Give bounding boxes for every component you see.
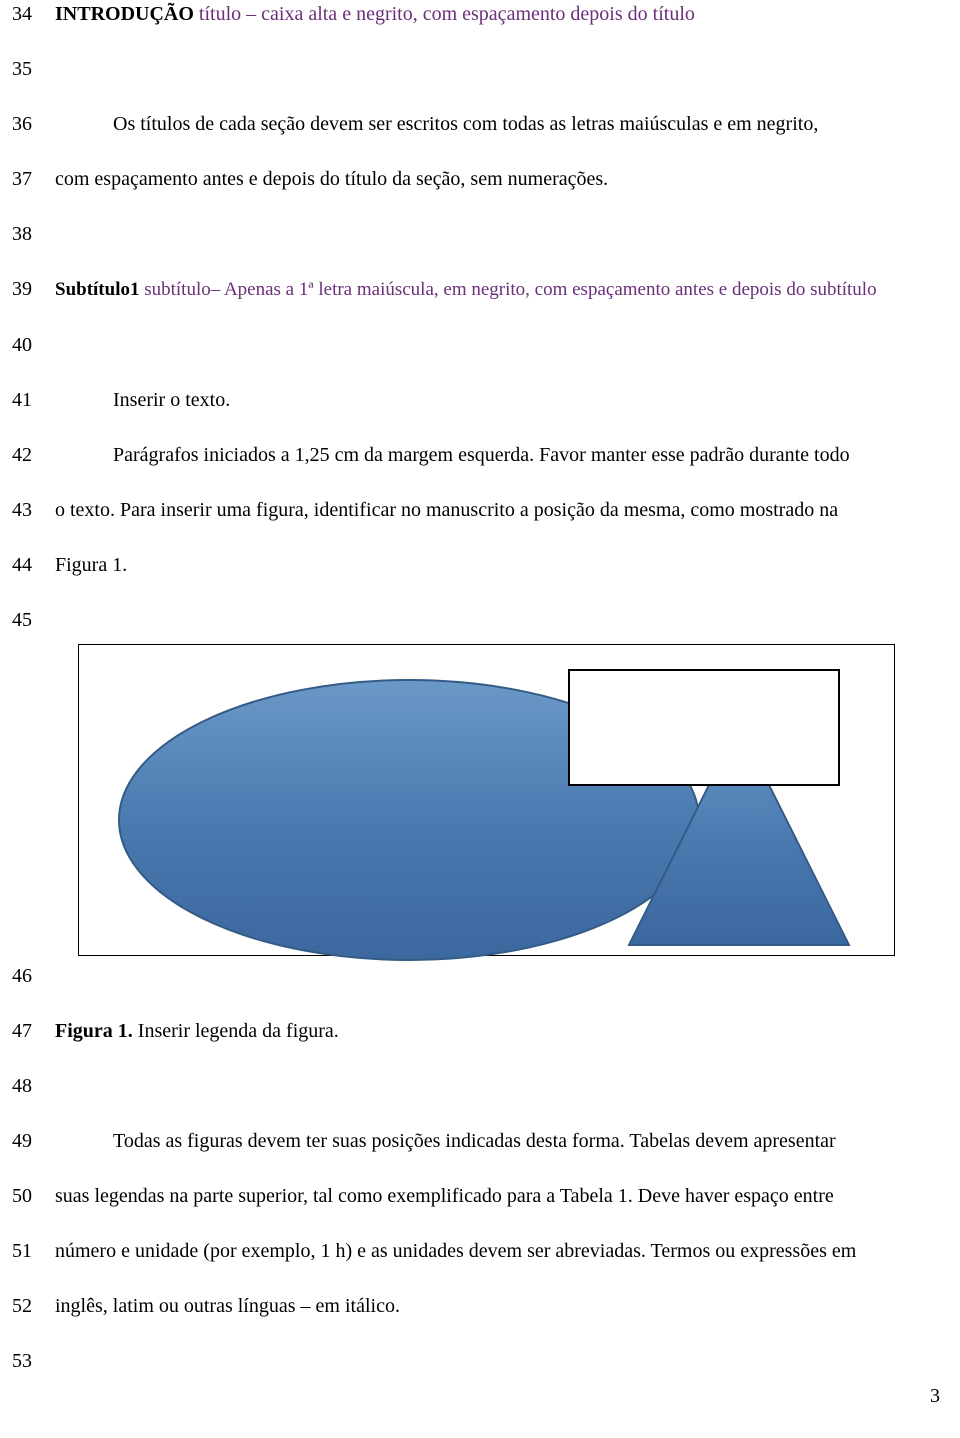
figure-frame (78, 644, 895, 956)
line-number: 40 (0, 331, 55, 359)
line-number: 38 (0, 220, 55, 248)
line-number: 44 (0, 551, 55, 579)
line-content: INTRODUÇÃO título – caixa alta e negrito… (55, 0, 960, 28)
line-content: Todas as figuras devem ter suas posições… (55, 1127, 960, 1155)
line-49: 49 Todas as figuras devem ter suas posiç… (0, 1127, 960, 1155)
figure-svg (79, 645, 894, 965)
line-48: 48 (0, 1072, 960, 1100)
line-number: 37 (0, 165, 55, 193)
line-52: 52 inglês, latim ou outras línguas – em … (0, 1292, 960, 1320)
line-42: 42 Parágrafos iniciados a 1,25 cm da mar… (0, 441, 960, 469)
line-36: 36 Os títulos de cada seção devem ser es… (0, 110, 960, 138)
document-page: 34 INTRODUÇÃO título – caixa alta e negr… (0, 0, 960, 1438)
line-51: 51 número e unidade (por exemplo, 1 h) e… (0, 1237, 960, 1265)
rectangle-shape (569, 670, 839, 785)
line-content: Os títulos de cada seção devem ser escri… (55, 110, 960, 138)
line-content: Inserir o texto. (55, 386, 960, 414)
line-number: 35 (0, 55, 55, 83)
line-number: 53 (0, 1347, 55, 1375)
line-number: 39 (0, 275, 55, 303)
line-number: 49 (0, 1127, 55, 1155)
line-45: 45 (0, 606, 960, 634)
line-content: inglês, latim ou outras línguas – em itá… (55, 1292, 960, 1320)
line-number: 50 (0, 1182, 55, 1210)
line-content: o texto. Para inserir uma figura, identi… (55, 496, 960, 524)
line-46: 46 (0, 962, 960, 990)
section-title: INTRODUÇÃO (55, 3, 194, 25)
line-number: 47 (0, 1017, 55, 1045)
line-41: 41 Inserir o texto. (0, 386, 960, 414)
line-number: 48 (0, 1072, 55, 1100)
line-34: 34 INTRODUÇÃO título – caixa alta e negr… (0, 0, 960, 28)
line-38: 38 (0, 220, 960, 248)
figure-label: Figura 1. (55, 1020, 133, 1042)
line-39: 39 Subtítulo1 subtítulo– Apenas a 1ª let… (0, 275, 960, 304)
line-number: 52 (0, 1292, 55, 1320)
subtitle: Subtítulo1 (55, 279, 139, 300)
line-number: 51 (0, 1237, 55, 1265)
figure-caption: Figura 1. Inserir legenda da figura. (55, 1017, 960, 1045)
line-43: 43 o texto. Para inserir uma figura, ide… (0, 496, 960, 524)
annotation-text: título – caixa alta e negrito, com espaç… (194, 3, 695, 25)
line-number: 43 (0, 496, 55, 524)
line-number: 41 (0, 386, 55, 414)
figure-1 (0, 644, 960, 956)
line-53: 53 (0, 1347, 960, 1375)
annotation-text: subtítulo– Apenas a 1ª letra maiúscula, … (139, 279, 876, 300)
line-number: 46 (0, 962, 55, 990)
line-35: 35 (0, 55, 960, 83)
line-number: 42 (0, 441, 55, 469)
line-37: 37 com espaçamento antes e depois do tít… (0, 165, 960, 193)
figure-caption-text: Inserir legenda da figura. (133, 1020, 339, 1042)
line-number: 45 (0, 606, 55, 634)
line-content: Subtítulo1 subtítulo– Apenas a 1ª letra … (55, 277, 960, 304)
line-content: com espaçamento antes e depois do título… (55, 165, 960, 193)
line-40: 40 (0, 331, 960, 359)
line-47: 47 Figura 1. Inserir legenda da figura. (0, 1017, 960, 1045)
page-number: 3 (0, 1385, 960, 1408)
line-number: 34 (0, 0, 55, 28)
line-content: Parágrafos iniciados a 1,25 cm da margem… (55, 441, 960, 469)
line-50: 50 suas legendas na parte superior, tal … (0, 1182, 960, 1210)
line-content: suas legendas na parte superior, tal com… (55, 1182, 960, 1210)
line-number: 36 (0, 110, 55, 138)
line-content: número e unidade (por exemplo, 1 h) e as… (55, 1237, 960, 1265)
line-content: Figura 1. (55, 551, 960, 579)
line-44: 44 Figura 1. (0, 551, 960, 579)
